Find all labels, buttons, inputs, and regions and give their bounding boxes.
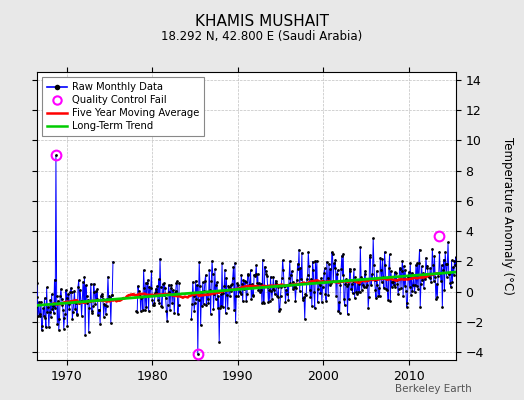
Legend: Raw Monthly Data, Quality Control Fail, Five Year Moving Average, Long-Term Tren: Raw Monthly Data, Quality Control Fail, … <box>42 77 204 136</box>
Text: KHAMIS MUSHAIT: KHAMIS MUSHAIT <box>195 14 329 29</box>
Text: Berkeley Earth: Berkeley Earth <box>395 384 472 394</box>
Text: 18.292 N, 42.800 E (Saudi Arabia): 18.292 N, 42.800 E (Saudi Arabia) <box>161 30 363 43</box>
Y-axis label: Temperature Anomaly (°C): Temperature Anomaly (°C) <box>500 137 514 295</box>
